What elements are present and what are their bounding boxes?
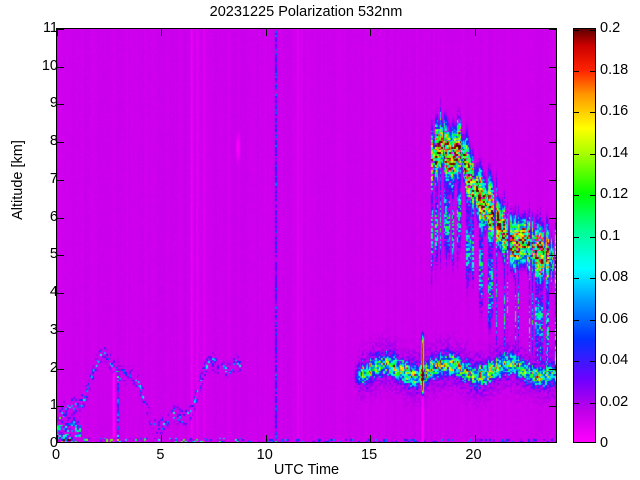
y-axis-tick-label: 7	[49, 170, 58, 187]
x-axis-tick-mark	[161, 435, 163, 442]
colorbar-tick-label: 0.04	[600, 352, 629, 368]
y-axis-tick-mark	[549, 293, 556, 295]
x-axis-tick-mark	[265, 29, 267, 36]
y-axis-tick-label: 8	[49, 133, 58, 150]
y-axis-tick-label: 11	[42, 20, 58, 36]
y-axis-tick-label: 0	[49, 435, 58, 451]
colorbar-tick-mark	[574, 112, 579, 113]
colorbar-tick-mark	[590, 30, 595, 31]
y-axis-tick-mark	[57, 29, 64, 30]
x-axis-title: UTC Time	[273, 462, 340, 478]
colorbar-tick-mark	[590, 236, 595, 238]
y-axis-tick-label: 2	[49, 359, 58, 376]
y-axis-tick-label: 3	[49, 321, 58, 338]
colorbar-tick-mark	[574, 70, 579, 72]
y-axis-tick-mark	[549, 255, 556, 257]
y-axis-tick-mark	[57, 142, 64, 144]
colorbar-tick-label: 0.14	[600, 144, 629, 161]
x-axis-tick-mark	[57, 29, 58, 36]
x-axis-tick-label: 5	[156, 447, 165, 463]
x-axis-tick-mark	[57, 435, 58, 442]
colorbar-tick-mark	[574, 319, 579, 321]
y-axis-tick-label: 1	[49, 397, 58, 414]
y-axis-tick-label: 6	[49, 208, 58, 225]
x-axis-tick-mark	[474, 29, 476, 36]
y-axis-title: Altitude [km]	[10, 140, 26, 220]
colorbar-tick-mark	[574, 30, 579, 31]
y-axis-tick-mark	[549, 29, 556, 30]
x-axis-tick-mark	[161, 29, 163, 36]
colorbar-tick-mark	[590, 442, 595, 443]
colorbar-tick-mark	[574, 278, 579, 279]
colorbar-tick-label: 0	[600, 435, 609, 451]
y-axis-tick-mark	[57, 293, 64, 295]
y-axis-tick-mark	[549, 142, 556, 144]
colorbar-tick-label: 0.12	[600, 186, 629, 202]
y-axis-tick-mark	[549, 368, 556, 370]
y-axis-tick-mark	[549, 406, 556, 408]
colorbar-tick-mark	[574, 442, 579, 443]
x-axis-tick-mark	[265, 435, 267, 442]
colorbar-tick-label: 0.18	[600, 61, 629, 78]
colorbar-tick-mark	[590, 153, 595, 155]
colorbar-tick-mark	[590, 112, 595, 113]
y-axis-tick-mark	[57, 255, 64, 257]
y-axis-tick-mark	[57, 368, 64, 370]
colorbar-tick-mark	[574, 236, 579, 238]
colorbar-tick-mark	[590, 70, 595, 72]
x-axis-tick-mark	[370, 29, 372, 36]
colorbar-tick-mark	[574, 402, 579, 404]
colorbar	[573, 28, 596, 443]
colorbar-tick-label: 0.06	[600, 310, 629, 327]
y-axis-tick-label: 5	[49, 246, 58, 263]
colorbar-tick-label: 0.16	[600, 103, 629, 119]
colorbar-tick-label: 0.02	[600, 393, 629, 410]
y-axis-tick-mark	[57, 217, 64, 219]
y-axis-tick-mark	[57, 330, 64, 332]
heatmap-axes	[56, 28, 557, 443]
x-axis-tick-label: 15	[361, 447, 378, 463]
x-axis-tick-label: 10	[256, 447, 273, 463]
colorbar-tick-label: 0.1	[600, 227, 621, 244]
y-axis-tick-mark	[57, 66, 64, 68]
heatmap-image	[57, 29, 556, 442]
y-axis-tick-mark	[57, 179, 64, 181]
colorbar-tick-mark	[590, 195, 595, 196]
y-axis-tick-mark	[549, 66, 556, 68]
y-axis-tick-mark	[57, 406, 64, 408]
y-axis-tick-mark	[549, 217, 556, 219]
y-axis-tick-mark	[549, 330, 556, 332]
x-axis-tick-mark	[474, 435, 476, 442]
colorbar-tick-label: 0.2	[600, 20, 621, 36]
colorbar-tick-mark	[590, 402, 595, 404]
colorbar-tick-label: 0.08	[600, 269, 629, 285]
y-axis-tick-label: 10	[41, 57, 58, 74]
colorbar-tick-mark	[574, 153, 579, 155]
colorbar-tick-mark	[590, 361, 595, 362]
page-title: 20231225 Polarization 532nm	[209, 4, 403, 20]
colorbar-tick-mark	[574, 195, 579, 196]
y-axis-tick-mark	[549, 179, 556, 181]
x-axis-tick-label: 20	[465, 447, 482, 463]
y-axis-tick-mark	[57, 104, 64, 106]
x-axis-tick-mark	[370, 435, 372, 442]
y-axis-tick-label: 9	[49, 95, 58, 112]
colorbar-tick-mark	[574, 361, 579, 362]
colorbar-gradient	[574, 29, 595, 442]
colorbar-tick-mark	[590, 278, 595, 279]
y-axis-tick-mark	[549, 104, 556, 106]
x-axis-tick-label: 0	[51, 447, 61, 463]
colorbar-tick-mark	[590, 319, 595, 321]
y-axis-tick-label: 4	[49, 284, 58, 301]
